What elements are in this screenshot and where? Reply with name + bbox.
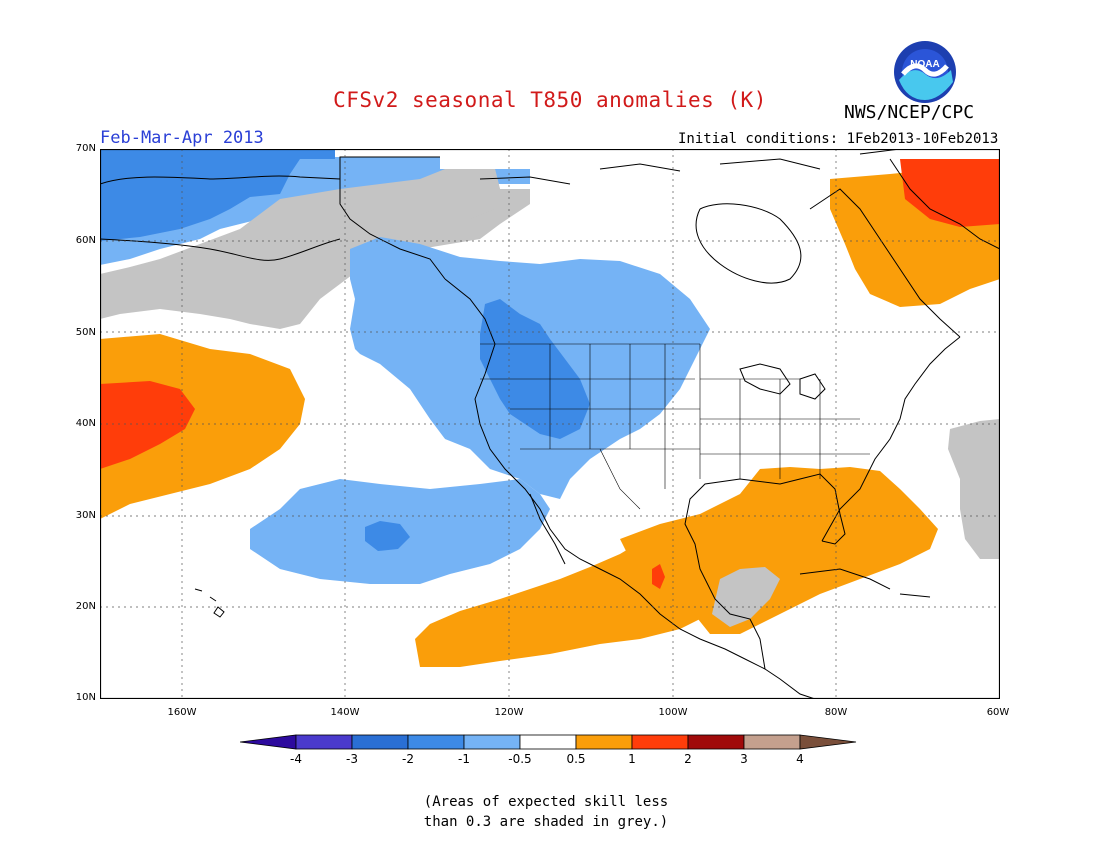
lat-label: 70N: [75, 143, 96, 154]
colorbar-label: 4: [796, 752, 804, 766]
colorbar-label: 3: [740, 752, 748, 766]
noaa-logo: NOAA: [894, 41, 956, 103]
colorbar-label: -2: [402, 752, 414, 766]
lat-label: 10N: [75, 692, 96, 703]
colorbar-label: 2: [684, 752, 692, 766]
anomaly-red-mexico: [652, 564, 665, 589]
map-canvas: [100, 149, 1000, 699]
lon-label: 120W: [494, 707, 524, 718]
footnote: (Areas of expected skill less than 0.3 a…: [0, 792, 1096, 832]
footnote-line-2: than 0.3 are shaded in grey.): [423, 814, 669, 830]
colorbar-cell: [295, 734, 353, 750]
map-border: [100, 149, 1000, 699]
anomaly-orange-gulf-se: [620, 467, 938, 634]
anomaly-red-greenland: [900, 159, 1000, 227]
colorbar-cell: [463, 734, 521, 750]
state-borders: [480, 343, 870, 510]
colorbar-end-high: [799, 734, 857, 750]
footnote-line-1: (Areas of expected skill less: [423, 794, 669, 810]
colorbar-label: 1: [628, 752, 636, 766]
anomaly-map: [100, 149, 1000, 699]
anomaly-blue-small-core: [365, 521, 410, 551]
colorbar: [240, 734, 857, 750]
skill-grey-canada-west: [445, 169, 500, 219]
anomaly-red-pacific: [100, 381, 195, 469]
colorbar-label: -3: [346, 752, 358, 766]
season-label: Feb-Mar-Apr 2013: [100, 128, 264, 148]
colorbar-cell: [351, 734, 409, 750]
colorbar-cell: [631, 734, 689, 750]
lat-label: 30N: [75, 510, 96, 521]
colorbar-end-low: [240, 734, 297, 750]
lat-label: 20N: [75, 601, 96, 612]
anomaly-blue-deep-northwest: [480, 299, 590, 439]
colorbar-cell: [407, 734, 465, 750]
anomaly-blue-deep-alaska: [100, 149, 335, 241]
plot-title: CFSv2 seasonal T850 anomalies (K): [333, 88, 767, 112]
skill-grey-atlantic: [948, 419, 1000, 559]
anomaly-orange-subtropics: [415, 534, 710, 667]
colorbar-label: -4: [290, 752, 302, 766]
agency-label: NWS/NCEP/CPC: [844, 102, 975, 123]
anomaly-orange-pacific: [100, 334, 305, 519]
lon-label: 100W: [658, 707, 688, 718]
svg-text:NOAA: NOAA: [910, 59, 939, 70]
colorbar-cell: [519, 734, 577, 750]
lon-label: 160W: [167, 707, 197, 718]
lon-label: 140W: [330, 707, 360, 718]
lat-label: 50N: [75, 327, 96, 338]
colorbar-label: 0.5: [566, 752, 586, 766]
skill-grey-yucatan: [712, 567, 780, 627]
graticule: [100, 149, 1000, 699]
anomaly-clear-pacific: [290, 349, 445, 479]
colorbar-cell: [743, 734, 801, 750]
colorbar-label: -0.5: [508, 752, 532, 766]
lon-label: 80W: [824, 707, 848, 718]
lon-label: 60W: [986, 707, 1010, 718]
lat-label: 60N: [75, 235, 96, 246]
skill-grey-alaska: [100, 169, 530, 329]
colorbar-cell: [575, 734, 633, 750]
colorbar-cell: [687, 734, 745, 750]
colorbar-label: -1: [458, 752, 470, 766]
initial-conditions-label: Initial conditions: 1Feb2013-10Feb2013: [678, 131, 999, 147]
lat-label: 40N: [75, 418, 96, 429]
